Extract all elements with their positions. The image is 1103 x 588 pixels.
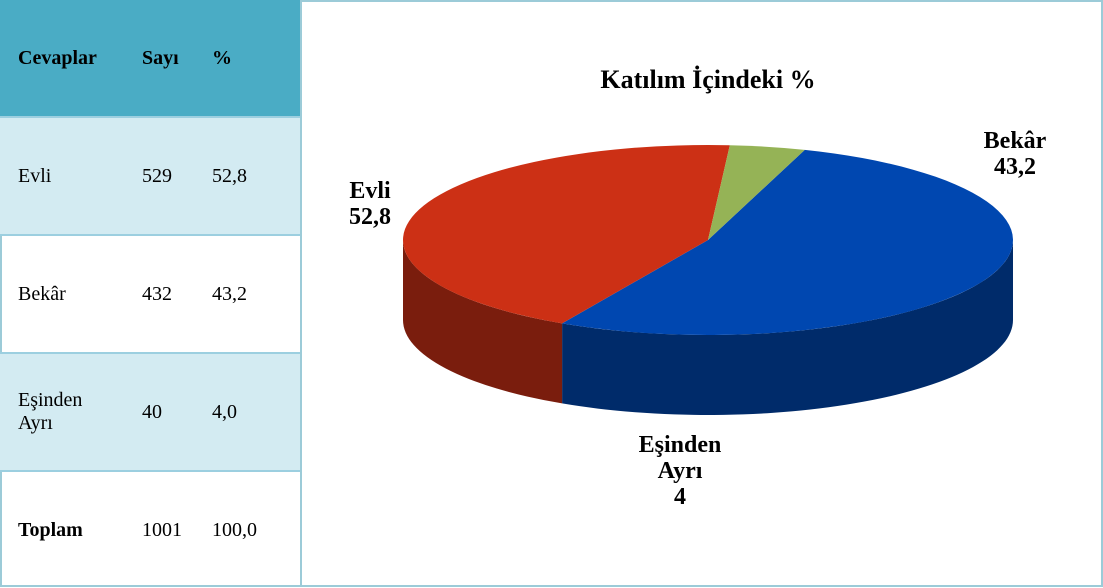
slice-label-part: Evli: [349, 178, 391, 204]
cell: 1001: [142, 518, 182, 541]
slice: [562, 149, 1014, 335]
slice: [708, 145, 805, 240]
header-cell: Cevaplar: [0, 0, 130, 118]
value-label: 52,8: [349, 204, 391, 230]
value-label: 43,2: [994, 154, 1036, 180]
row: Bekâr 432 43,2: [0, 235, 300, 354]
slice-side: [562, 240, 1013, 415]
slice: [402, 144, 730, 324]
row: Evli 529 52,8: [0, 117, 300, 236]
slice-label: Bekâr: [984, 128, 1047, 154]
slice-side: [403, 240, 563, 404]
slice-label-part: Ayrı: [658, 458, 703, 484]
cell: Toplam: [18, 518, 83, 541]
slice-label-part: Eşinden: [639, 432, 722, 458]
data-table: Cevaplar Sayı % Evli 529 52,8 Bekâr 432 …: [0, 0, 300, 588]
cell: 52,8: [204, 117, 300, 236]
cell: 4,0: [204, 353, 300, 472]
separator: [300, 0, 302, 587]
value-label: 4: [674, 484, 686, 510]
chart-title: Katılım İçindeki %: [600, 65, 815, 94]
cell: Eşinden Ayrı: [0, 353, 130, 472]
header-row: Cevaplar Sayı %: [0, 0, 300, 118]
slice-label-part: Bekâr: [984, 128, 1047, 154]
cell: Bekâr: [0, 235, 130, 354]
row: Toplam 1001 100,0: [0, 471, 300, 588]
cell: 529: [130, 117, 204, 236]
cell: 43,2: [204, 235, 300, 354]
cell: Evli: [0, 117, 130, 236]
cell: 100,0: [212, 518, 257, 541]
header-cell: Sayı: [130, 0, 204, 118]
cell-text: Eşinden Ayrı: [18, 389, 83, 434]
cell: 432: [130, 235, 204, 354]
slice-label: Eşinden Ayrı: [639, 432, 722, 484]
slice-label: Evli: [349, 178, 391, 204]
header-cell: %: [204, 0, 300, 118]
row: Eşinden Ayrı 40 4,0: [0, 353, 300, 472]
cell: 40: [130, 353, 204, 472]
